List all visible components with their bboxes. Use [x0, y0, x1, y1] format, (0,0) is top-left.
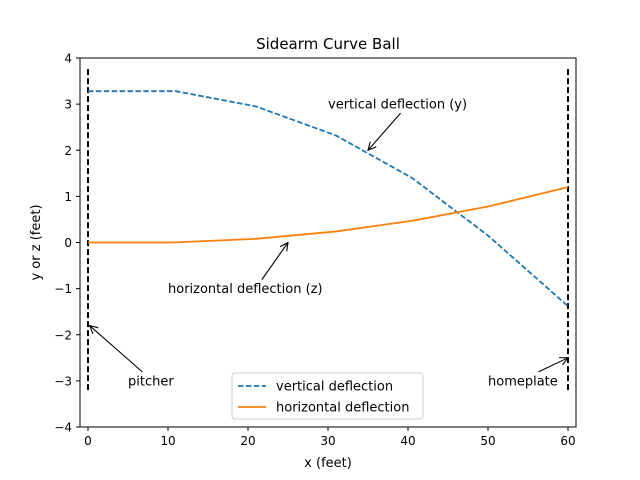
- y-tick-label: −3: [54, 374, 72, 388]
- legend-label: horizontal deflection: [276, 401, 409, 416]
- x-axis-ticks: 0 10 20 30 40 50 60: [84, 427, 576, 448]
- annotation-homeplate-arrow: [538, 358, 568, 373]
- y-tick-label: 1: [64, 190, 72, 204]
- x-axis-label: x (feet): [304, 456, 352, 471]
- annotation-horizontal-deflection-arrow: [261, 243, 288, 280]
- y-tick-label: 2: [64, 144, 72, 158]
- x-tick-label: 10: [160, 434, 175, 448]
- y-axis-label: y or z (feet): [29, 204, 44, 280]
- plot-frame: [79, 57, 577, 428]
- annotation-horizontal-deflection-label: horizontal deflection (z): [168, 282, 323, 297]
- x-tick-label: 60: [560, 434, 575, 448]
- x-tick-label: 40: [400, 434, 415, 448]
- annotation-vertical-deflection-label: vertical deflection (y): [328, 98, 467, 113]
- annotations: vertical deflection (y) horizontal deflec…: [90, 98, 568, 389]
- y-tick-label: −4: [54, 421, 72, 435]
- annotation-pitcher-arrow: [90, 326, 143, 373]
- series-vertical-deflection: [88, 90, 569, 307]
- y-axis-ticks: −4 −3 −2 −1 0 1 2 3 4: [54, 52, 80, 435]
- annotation-homeplate-label: homeplate: [488, 374, 558, 389]
- x-tick-label: 50: [480, 434, 495, 448]
- annotation-vertical-deflection-arrow: [368, 112, 402, 150]
- chart-title: Sidearm Curve Ball: [256, 35, 400, 53]
- y-tick-label: 4: [64, 52, 72, 66]
- legend: vertical deflection horizontal deflection: [231, 372, 424, 420]
- x-tick-label: 30: [320, 434, 335, 448]
- y-tick-label: −2: [54, 328, 72, 342]
- legend-label: vertical deflection: [276, 380, 393, 395]
- series-horizontal-deflection: [88, 186, 569, 244]
- annotation-pitcher-label: pitcher: [128, 374, 174, 389]
- y-tick-label: 0: [64, 236, 72, 250]
- legend-box: [231, 372, 424, 420]
- y-tick-label: 3: [64, 98, 72, 112]
- x-tick-label: 0: [84, 434, 92, 448]
- x-tick-label: 20: [240, 434, 255, 448]
- series-layer: [88, 90, 569, 307]
- y-tick-label: −1: [54, 282, 72, 296]
